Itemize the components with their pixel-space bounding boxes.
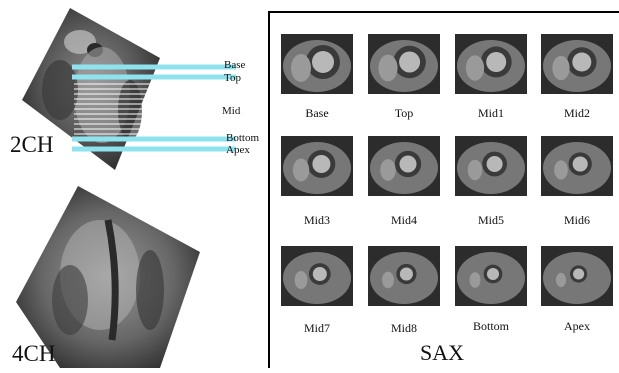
mri-slice-graphic	[541, 34, 613, 94]
level-label-base: Base	[224, 59, 246, 71]
slice-lines	[72, 64, 236, 152]
sax-slice-label-mid4: Mid4	[390, 213, 417, 227]
sax-slice-label-mid1: Mid1	[477, 106, 504, 120]
sax-slice-label-apex: Apex	[564, 319, 590, 333]
sax-slice-image-mid4	[368, 136, 440, 196]
sax-slice-image-bottom	[455, 246, 527, 306]
two-chamber-image	[22, 8, 236, 170]
level-label-mid: Mid	[222, 105, 241, 117]
mid-slice-lines	[74, 83, 156, 135]
sax-slice-label-mid3: Mid3	[303, 213, 330, 227]
sax-slice-label-mid7: Mid7	[303, 321, 330, 335]
sax-slice-label-top: Top	[394, 106, 414, 120]
mri-slice-graphic	[541, 136, 613, 196]
four-chamber-image	[16, 186, 200, 368]
level-label-top: Top	[224, 72, 241, 84]
sax-slice-label-mid2: Mid2	[563, 106, 590, 120]
mri-slice-graphic	[281, 246, 353, 306]
two-chamber-label: 2CH	[10, 132, 54, 157]
mri-slice-graphic	[455, 246, 527, 306]
sax-slice-label-mid8: Mid8	[390, 321, 417, 335]
mri-slice-graphic	[281, 34, 353, 94]
sax-slice-image-top	[368, 34, 440, 94]
four-chamber-view	[0, 180, 260, 368]
level-label-apex: Apex	[226, 144, 250, 156]
sax-title: SAX	[420, 340, 465, 365]
sax-slice-image-mid3	[281, 136, 353, 196]
level-label-bottom: Bottom	[226, 132, 260, 144]
mri-slice-graphic	[368, 246, 440, 306]
sax-slice-label-mid5: Mid5	[477, 213, 504, 227]
sax-slice-image-apex	[541, 246, 613, 306]
sax-slice-image-mid1	[455, 34, 527, 94]
mri-slice-graphic	[368, 34, 440, 94]
sax-slice-image-base	[281, 34, 353, 94]
two-chamber-view	[0, 0, 260, 180]
mri-slice-graphic	[368, 136, 440, 196]
sax-slice-image-mid8	[368, 246, 440, 306]
sax-slice-image-mid2	[541, 34, 613, 94]
sax-slice-image-mid7	[281, 246, 353, 306]
mri-slice-graphic	[281, 136, 353, 196]
sax-slice-label-bottom: Bottom	[472, 319, 509, 333]
sax-slice-image-mid6	[541, 136, 613, 196]
sax-slice-image-mid5	[455, 136, 527, 196]
mri-slice-graphic	[541, 246, 613, 306]
sax-slice-label-mid6: Mid6	[563, 213, 590, 227]
mri-slice-graphic	[455, 34, 527, 94]
sax-slice-label-base: Base	[305, 106, 329, 120]
four-chamber-label: 4CH	[12, 341, 56, 366]
mri-slice-graphic	[455, 136, 527, 196]
